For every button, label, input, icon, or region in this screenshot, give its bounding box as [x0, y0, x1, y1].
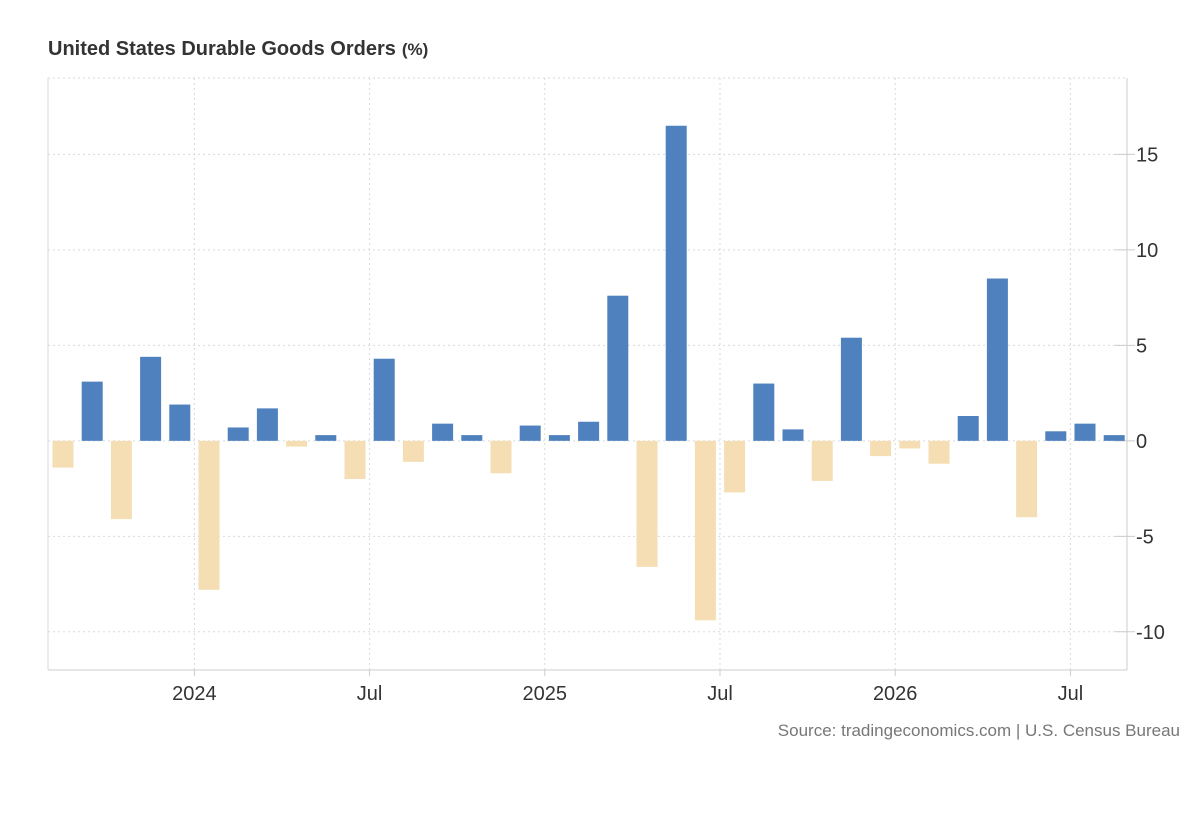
bar-negative: [1016, 440, 1038, 518]
bar-positive: [315, 435, 337, 441]
bar-negative: [52, 440, 74, 468]
y-tick-label: 5: [1136, 335, 1147, 357]
bar-positive: [461, 435, 483, 441]
chart-title-text: United States Durable Goods Orders: [48, 38, 396, 60]
bar-positive: [665, 125, 687, 441]
bar-positive: [782, 429, 804, 441]
bar-positive: [169, 404, 191, 441]
bar-positive: [578, 421, 600, 441]
y-tick-label: 10: [1136, 240, 1158, 262]
bar-positive: [81, 381, 103, 441]
bar-positive: [986, 278, 1008, 441]
bar-positive: [548, 435, 570, 441]
bar-positive: [373, 358, 395, 441]
chart-title: United States Durable Goods Orders (%): [48, 38, 428, 61]
source-credit: Source: tradingeconomics.com | U.S. Cens…: [777, 721, 1180, 740]
bar-negative: [694, 440, 716, 621]
bar-positive: [519, 425, 541, 441]
bar-negative: [811, 440, 833, 481]
bar-negative: [928, 440, 950, 464]
y-tick-label: -10: [1136, 622, 1165, 644]
x-tick-label: 2025: [523, 683, 568, 705]
bar-positive: [432, 423, 454, 441]
bar-positive: [140, 356, 162, 441]
bar-negative: [636, 440, 658, 567]
bar-negative: [286, 440, 308, 447]
x-tick-label: Jul: [1058, 683, 1084, 705]
y-tick-label: 0: [1136, 431, 1147, 453]
x-tick-label: 2024: [172, 683, 217, 705]
bar-positive: [753, 383, 775, 441]
bar-negative: [870, 440, 892, 457]
bar-negative: [724, 440, 746, 493]
x-tick-label: 2026: [873, 683, 918, 705]
bar-negative: [899, 440, 921, 449]
y-tick-label: 15: [1136, 144, 1158, 166]
bar-positive: [227, 427, 249, 441]
bar-positive: [1103, 435, 1125, 441]
bar-positive: [256, 408, 278, 441]
bar-positive: [957, 416, 979, 441]
bar-negative: [344, 440, 366, 480]
bar-positive: [1045, 431, 1067, 441]
bar-positive: [840, 337, 862, 441]
bar-negative: [490, 440, 512, 474]
y-tick-label: -5: [1136, 526, 1154, 548]
bar-negative: [198, 440, 220, 590]
bar-positive: [1074, 423, 1096, 441]
bar-negative: [402, 440, 424, 462]
chart-unit-label: (%): [401, 40, 429, 59]
bar-positive: [607, 295, 629, 441]
x-tick-label: Jul: [707, 683, 733, 705]
bar-negative: [110, 440, 132, 520]
x-tick-label: Jul: [357, 683, 383, 705]
